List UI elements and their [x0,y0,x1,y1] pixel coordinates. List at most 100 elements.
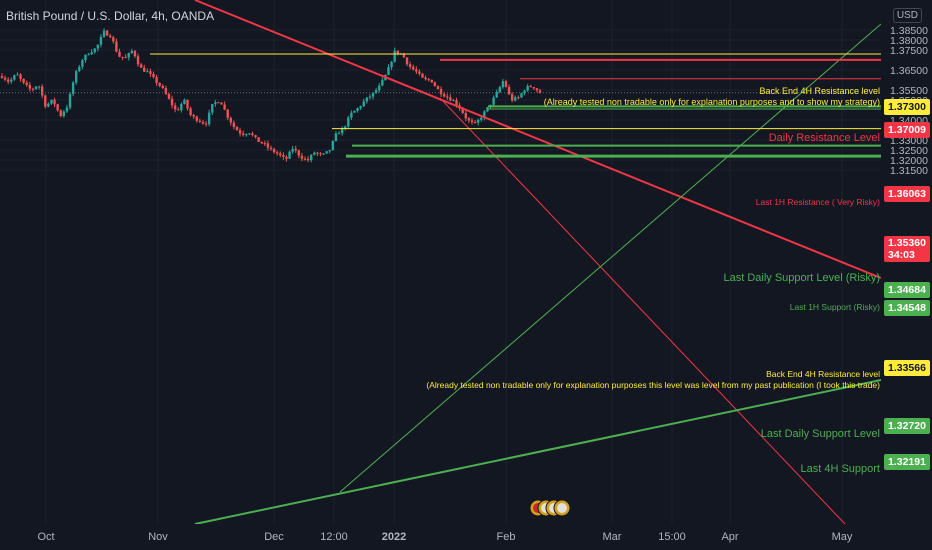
price-tick-label: 1.38000 [890,35,928,47]
candle-body [405,57,409,65]
candle-body [44,95,47,107]
candle-body [164,87,168,95]
candle-body [220,102,223,105]
candle-body [180,104,183,111]
candle-body [424,77,427,80]
candle-body [143,67,146,72]
price-tick-label: 1.37500 [890,45,928,57]
candle-body [71,82,75,95]
candle-body [535,88,539,91]
candle-body [461,108,464,114]
candle-body [510,94,514,101]
candle-body [483,111,486,118]
steep-support-trendline [339,23,882,493]
candle-body [99,36,103,45]
candle-body [331,140,335,151]
time-tick-label: Nov [148,531,168,543]
candle-countdown: 34:03 [888,249,915,261]
candle-body [344,126,347,129]
candle-body [514,97,517,101]
candle-body [452,100,455,102]
candle-body [498,87,502,93]
candle-body [365,97,369,102]
candle-body [31,88,35,90]
price-tag-1.34684: 1.34684 [884,282,930,298]
candle-body [501,81,505,88]
candle-body [328,150,331,152]
time-tick-label: Dec [264,531,284,543]
candle-body [378,85,381,91]
candle-body [263,143,267,145]
price-tick-label: 1.33000 [890,135,928,147]
candle-body [291,148,294,152]
candle-body [248,133,251,135]
candle-body [433,82,437,86]
candle-body [105,30,109,36]
candle-body [430,79,433,83]
candle-body [10,79,13,82]
candle-body [282,155,285,157]
annotation-last-1h-resistance: Last 1H Resistance ( Very Risky) [755,197,880,207]
candle-body [297,150,301,156]
candle-body [241,133,245,135]
candle-body [59,110,62,116]
annotation-back-end-2-note: (Already tested non tradable only for ex… [426,380,880,390]
candle-body [192,115,195,117]
candle-body [149,71,152,74]
price-tick-label: 1.36500 [890,65,928,77]
candle-body [186,99,189,109]
candle-body [381,80,384,86]
candle-body [245,134,248,136]
candle-body [47,103,50,107]
annotation-back-end-1-title: Back End 4H Resistance level [759,86,880,96]
candle-body [223,104,226,110]
candle-body [371,92,375,97]
candle-body [189,108,192,116]
candle-body [279,153,282,156]
candle-body [359,106,362,109]
candle-body [455,100,458,106]
candle-body [124,57,127,59]
time-tick-label: Feb [497,531,516,543]
price-tag-1.37009: 1.37009 [884,122,930,138]
candle-body [300,155,304,159]
candle-body [214,102,217,104]
candle-body [415,69,418,72]
candle-body [0,76,4,78]
candle-body [350,112,353,118]
main-resistance-trendline [194,0,882,279]
candle-body [362,101,365,107]
candle-body [495,92,498,98]
price-tick-label: 1.32000 [890,155,928,167]
candle-body [275,152,279,154]
candle-body [3,77,7,80]
candle-body [337,133,341,135]
candle-body [257,137,260,142]
annotation-back-end-2-title: Back End 4H Resistance level [766,369,880,379]
candle-body [347,117,350,127]
candle-body [173,105,177,110]
candle-body [322,153,325,155]
candle-body [325,151,328,154]
candle-body [207,112,211,125]
candle-body [158,83,161,86]
candle-body [167,94,171,99]
candle-body [183,99,186,105]
candle-body [37,86,41,88]
price-tag-1.32191: 1.32191 [884,454,930,470]
candle-body [402,53,406,58]
candle-body [130,50,134,54]
price-tag-1.37300: 1.37300 [884,99,930,115]
candle-body [480,117,483,120]
candle-body [504,81,508,87]
candle-body [62,111,66,116]
candle-body [470,120,474,123]
candle-body [102,30,106,37]
candle-body [288,151,291,159]
candle-body [334,133,338,141]
candle-body [90,52,93,55]
candle-body [204,123,208,125]
candle-body [353,110,356,113]
currency-button[interactable]: USD [892,8,922,23]
candle-body [6,79,10,82]
